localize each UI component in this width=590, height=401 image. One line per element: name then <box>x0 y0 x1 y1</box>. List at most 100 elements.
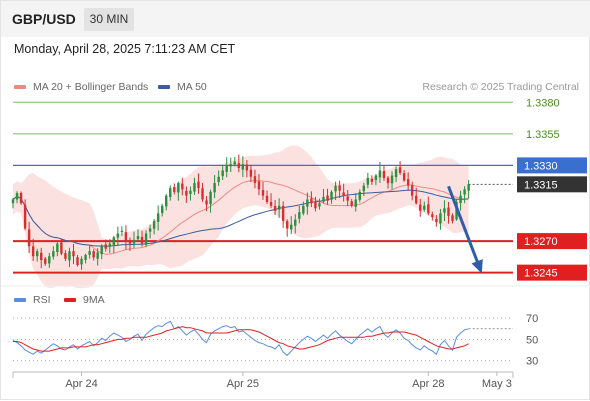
timeframe-button[interactable]: 30 MIN <box>84 8 134 31</box>
candle-body-111 <box>459 195 462 204</box>
forecast-arrow-head <box>471 259 483 274</box>
candle-body-20 <box>92 251 95 258</box>
candle-body-12 <box>60 242 63 254</box>
candle-body-6 <box>35 251 39 257</box>
candle-body-90 <box>374 175 378 181</box>
level-tag-1.3245 <box>517 264 587 281</box>
candle-body-96 <box>398 167 402 173</box>
candle-body-5 <box>31 246 35 257</box>
candle-body-10 <box>52 251 55 257</box>
candle-body-68 <box>285 221 289 229</box>
candle-body-23 <box>104 244 107 249</box>
header-bar: GBP/USD 30 MIN <box>1 1 590 37</box>
level-label-1.3355: 1.3355 <box>526 129 560 141</box>
candle-body-64 <box>269 202 273 206</box>
candle-body-32 <box>140 236 144 244</box>
candle-body-50 <box>213 183 216 193</box>
candle-body-77 <box>322 196 325 202</box>
candle-body-46 <box>197 181 200 189</box>
candle-body-99 <box>410 185 414 196</box>
candle-body-69 <box>290 224 293 230</box>
legend-ma50: MA 50 <box>158 81 207 93</box>
ma9-swatch <box>64 298 76 302</box>
candle-body-38 <box>165 195 168 207</box>
candle-body-26 <box>116 233 120 238</box>
rsi-9ma-line <box>13 326 469 352</box>
candle-body-17 <box>80 258 83 265</box>
level-tag-text-1.3330: 1.3330 <box>524 160 558 172</box>
candle-body-61 <box>257 181 261 190</box>
candle-body-75 <box>314 201 317 209</box>
candle-body-7 <box>40 252 43 261</box>
currency-pair-title: GBP/USD <box>12 11 76 27</box>
candle-body-21 <box>96 252 99 259</box>
candle-body-34 <box>148 228 152 232</box>
candle-body-59 <box>249 169 253 177</box>
candle-body-43 <box>185 190 188 196</box>
candle-body-16 <box>76 257 79 266</box>
ma50-swatch <box>158 85 170 89</box>
candle-body-89 <box>370 178 374 182</box>
research-credit: Research © 2025 Trading Central <box>422 81 579 93</box>
candle-body-103 <box>427 204 430 214</box>
rsi-swatch <box>14 298 26 302</box>
forecast-arrow-shaft <box>447 185 483 272</box>
candle-body-83 <box>346 196 349 201</box>
candle-body-112 <box>463 189 466 195</box>
bollinger-band-area <box>13 145 469 289</box>
candle-body-11 <box>56 243 59 253</box>
candle-body-47 <box>201 188 204 200</box>
candle-body-107 <box>443 208 446 213</box>
candle-body-74 <box>310 198 313 204</box>
candle-body-19 <box>88 251 91 255</box>
candle-body-1 <box>15 193 19 200</box>
candle-body-25 <box>112 237 116 246</box>
candle-body-82 <box>342 192 345 196</box>
candle-body-4 <box>27 229 31 247</box>
candle-body-36 <box>156 213 160 222</box>
level-tag-1.3315 <box>517 176 587 193</box>
legend-ma20-label: MA 20 + Bollinger Bands <box>33 81 149 93</box>
legend-rsi: RSI <box>14 294 51 306</box>
candle-body-91 <box>378 170 382 178</box>
candle-body-33 <box>144 233 148 245</box>
candle-body-98 <box>406 179 410 186</box>
candle-body-18 <box>84 254 87 261</box>
candle-body-37 <box>160 205 164 214</box>
x-tick-label-Apr-24: Apr 24 <box>65 378 97 390</box>
candle-body-87 <box>362 185 366 192</box>
candle-body-51 <box>217 176 220 183</box>
candle-body-62 <box>261 190 265 196</box>
candle-body-79 <box>330 191 333 200</box>
legend-ma50-label: MA 50 <box>177 81 207 93</box>
legend-9ma: 9MA <box>64 294 105 306</box>
candle-body-105 <box>435 218 438 223</box>
level-tag-text-1.3270: 1.3270 <box>524 236 558 248</box>
candle-body-30 <box>132 239 136 244</box>
legend-9ma-label: 9MA <box>83 294 105 306</box>
rsi-tick-70: 70 <box>526 313 538 325</box>
candle-body-97 <box>402 173 406 181</box>
candle-body-81 <box>338 185 341 191</box>
candle-body-100 <box>415 195 418 204</box>
candle-body-85 <box>354 199 357 207</box>
candle-body-80 <box>334 185 337 192</box>
candle-body-35 <box>152 220 156 229</box>
candle-body-95 <box>394 169 398 178</box>
rsi-tick-50: 50 <box>526 334 538 346</box>
candle-body-52 <box>221 170 224 177</box>
candle-body-86 <box>358 191 361 200</box>
candle-body-3 <box>23 204 27 229</box>
chart-datetime: Monday, April 28, 2025 7:11:23 AM CET <box>14 42 236 56</box>
candle-body-48 <box>205 200 208 205</box>
candle-body-65 <box>273 206 277 211</box>
candle-body-45 <box>193 183 196 192</box>
level-tag-1.3270 <box>517 233 587 250</box>
x-tick-label-Apr-25: Apr 25 <box>227 378 259 390</box>
candle-body-55 <box>233 161 236 165</box>
x-tick-label-Apr-28: Apr 28 <box>412 378 444 390</box>
candle-body-31 <box>136 236 140 240</box>
candle-body-63 <box>265 195 269 202</box>
